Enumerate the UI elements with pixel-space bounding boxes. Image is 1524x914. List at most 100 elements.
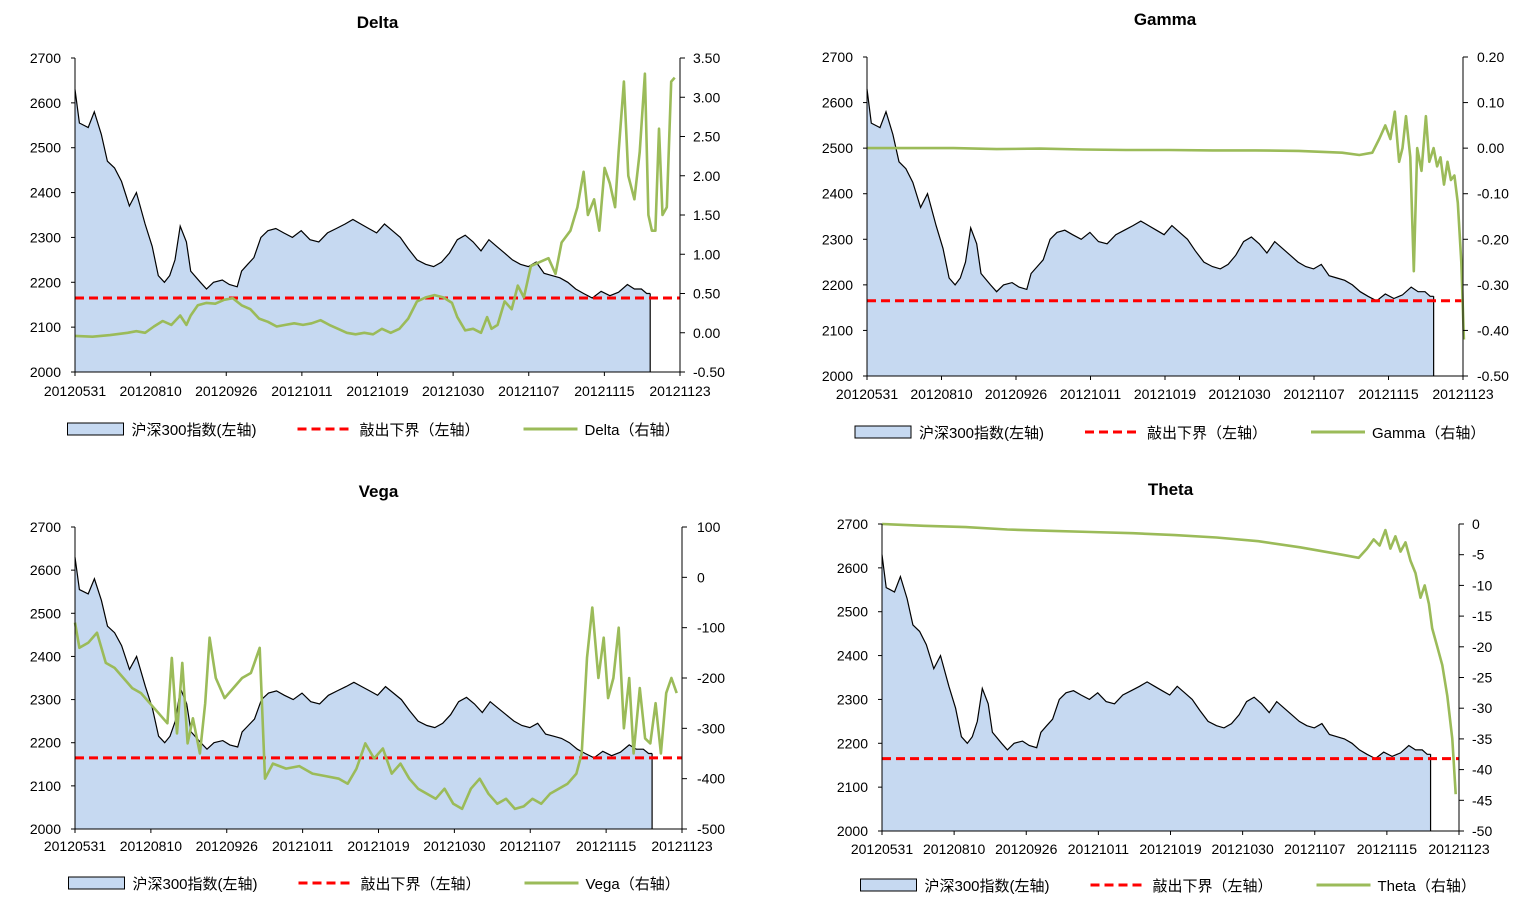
chart-title: Gamma — [1134, 10, 1197, 29]
legend-barrier-label: 敲出下界（左轴） — [1147, 425, 1267, 442]
right-tick-label: -0.50 — [1477, 368, 1509, 384]
x-tick-label: 20121107 — [498, 383, 559, 399]
theta-chart-panel: Theta 2700 2600 2500 2400 2300 2200 2100 2000 0 -5… — [760, 455, 1524, 909]
x-tick-label: 20120810 — [923, 841, 986, 857]
left-tick-label: 2600 — [30, 562, 61, 578]
x-tick-label: 20121123 — [651, 838, 712, 854]
index-area — [75, 89, 651, 373]
right-tick-label: -200 — [697, 670, 725, 686]
left-tick-label: 2100 — [30, 778, 61, 794]
right-tick-label: -0.10 — [1477, 186, 1509, 202]
right-tick-label: -300 — [697, 720, 725, 736]
x-tick-label: 20121011 — [1060, 386, 1121, 402]
left-tick-label: 2300 — [837, 691, 868, 707]
right-tick-label: -45 — [1472, 792, 1492, 808]
left-tick-label: 2200 — [30, 274, 61, 290]
index-line — [881, 554, 1431, 760]
right-tick-label: -20 — [1472, 639, 1492, 655]
greek-line — [73, 606, 678, 811]
left-tick-label: 2500 — [30, 140, 61, 156]
left-tick-label: 2000 — [837, 823, 868, 839]
x-tick-label: 20120531 — [851, 841, 914, 857]
vega-chart: Vega 2700 2600 2500 2400 2300 2200 2100 2000 100 0… — [30, 482, 725, 893]
legend-index-swatch — [68, 876, 125, 890]
x-tick-label: 20121107 — [500, 838, 561, 854]
right-tick-label: 0 — [697, 569, 705, 585]
left-tick-label: 2000 — [30, 364, 61, 380]
x-tick-label: 20121123 — [1432, 386, 1493, 402]
legend-index-label: 沪深300指数(左轴) — [919, 425, 1044, 442]
x-tick-label: 20121030 — [1208, 386, 1271, 402]
legend-barrier-label: 敲出下界（左轴） — [361, 876, 481, 893]
x-tick-label: 20121107 — [1283, 386, 1344, 402]
chart-title: Theta — [1148, 480, 1194, 499]
left-tick-label: 2200 — [822, 277, 853, 293]
index-area — [882, 554, 1431, 831]
left-tick-label: 2100 — [837, 779, 868, 795]
x-tick-label: 20120531 — [44, 383, 107, 399]
index-line — [74, 89, 651, 299]
right-tick-label: 3.50 — [693, 50, 720, 66]
legend-index-label: 沪深300指数(左轴) — [925, 878, 1050, 895]
right-tick-label: -500 — [697, 821, 725, 837]
legend-greek-label: Gamma（右轴） — [1372, 425, 1485, 442]
right-tick-label: -400 — [697, 771, 725, 787]
vega-chart-panel: Vega 2700 2600 2500 2400 2300 2200 2100 2000 100 0… — [0, 455, 760, 909]
left-tick-label: 2200 — [837, 735, 868, 751]
left-tick-label: 2400 — [822, 186, 853, 202]
legend-barrier-label: 敲出下界（左轴） — [360, 422, 480, 439]
index-line — [866, 88, 1434, 302]
right-tick-label: -15 — [1472, 608, 1492, 624]
left-tick-label: 2500 — [822, 140, 853, 156]
left-tick-label: 2700 — [822, 49, 853, 65]
left-tick-label: 2300 — [822, 231, 853, 247]
x-tick-label: 20121115 — [1358, 386, 1418, 402]
left-tick-label: 2100 — [30, 319, 61, 335]
right-tick-label: -40 — [1472, 762, 1492, 778]
x-tick-label: 20120531 — [44, 838, 107, 854]
legend-index-swatch — [854, 425, 912, 439]
left-tick-label: 2500 — [30, 605, 61, 621]
greek-line — [867, 110, 1466, 340]
right-tick-label: 0.10 — [1477, 95, 1504, 111]
right-tick-label: -10 — [1472, 577, 1492, 593]
right-tick-label: -0.50 — [693, 364, 725, 380]
left-tick-label: 2600 — [837, 560, 868, 576]
x-tick-label: 20120531 — [836, 386, 899, 402]
x-tick-label: 20121123 — [1428, 841, 1489, 857]
right-tick-label: -50 — [1472, 823, 1492, 839]
right-tick-label: -5 — [1472, 547, 1485, 563]
right-tick-label: 0.00 — [693, 325, 720, 341]
x-tick-label: 20121115 — [574, 383, 634, 399]
x-tick-label: 20120926 — [195, 383, 258, 399]
left-tick-label: 2300 — [30, 692, 61, 708]
left-tick-label: 2500 — [837, 604, 868, 620]
index-line — [74, 557, 653, 759]
x-tick-label: 20121107 — [1284, 841, 1345, 857]
right-tick-label: 2.00 — [693, 168, 720, 184]
x-tick-label: 20121011 — [271, 383, 332, 399]
left-tick-label: 2600 — [30, 95, 61, 111]
left-tick-label: 2000 — [822, 368, 853, 384]
x-tick-label: 20120810 — [119, 383, 182, 399]
chart-title: Delta — [357, 13, 399, 32]
x-tick-label: 20121019 — [1139, 841, 1202, 857]
theta-chart: Theta 2700 2600 2500 2400 2300 2200 2100 2000 0 -5… — [837, 480, 1493, 895]
right-tick-label: -100 — [697, 620, 725, 636]
right-tick-label: -35 — [1472, 731, 1492, 747]
x-tick-label: 20121011 — [272, 838, 333, 854]
x-tick-label: 20120926 — [995, 841, 1058, 857]
left-tick-label: 2700 — [837, 516, 868, 532]
right-tick-label: -0.40 — [1477, 322, 1509, 338]
x-tick-label: 20120926 — [985, 386, 1048, 402]
legend-greek-label: Theta（右轴） — [1378, 878, 1476, 895]
delta-chart-panel: Delta 2700 2600 2500 2400 2300 2200 2100 2000 3.5… — [0, 0, 760, 450]
left-tick-label: 2400 — [837, 648, 868, 664]
right-tick-label: 0.00 — [1477, 140, 1504, 156]
left-tick-label: 2400 — [30, 185, 61, 201]
left-tick-label: 2600 — [822, 95, 853, 111]
right-tick-label: -30 — [1472, 700, 1492, 716]
right-tick-label: 1.00 — [693, 246, 720, 262]
x-tick-label: 20121115 — [576, 838, 636, 854]
legend-index-swatch — [860, 878, 917, 892]
